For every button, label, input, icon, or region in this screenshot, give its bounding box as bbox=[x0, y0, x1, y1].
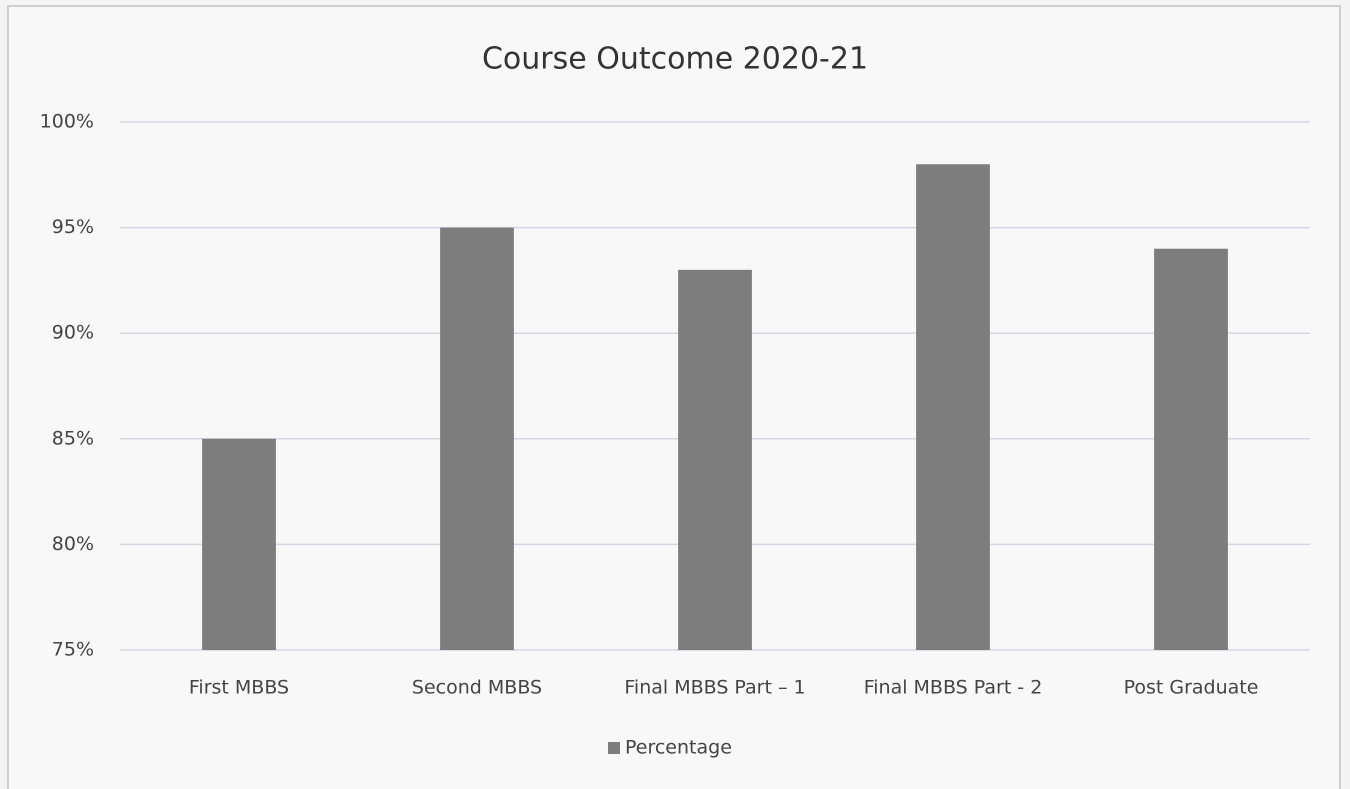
y-tick-label: 75% bbox=[52, 639, 94, 661]
bar bbox=[1154, 248, 1228, 650]
y-tick-label: 90% bbox=[52, 322, 94, 344]
x-tick-label: Final MBBS Part – 1 bbox=[624, 677, 805, 699]
bar bbox=[916, 164, 990, 651]
x-tick-label: First MBBS bbox=[189, 677, 289, 699]
x-tick-label: Post Graduate bbox=[1124, 677, 1259, 699]
legend-swatch bbox=[608, 742, 620, 754]
x-tick-label: Final MBBS Part - 2 bbox=[864, 677, 1043, 699]
y-tick-label: 80% bbox=[52, 533, 94, 555]
bar bbox=[202, 438, 276, 650]
x-tick-label: Second MBBS bbox=[412, 677, 542, 699]
chart-title: Course Outcome 2020-21 bbox=[482, 42, 868, 77]
bar bbox=[440, 227, 514, 650]
y-tick-label: 85% bbox=[52, 427, 94, 449]
bar bbox=[678, 269, 752, 650]
y-tick-label: 95% bbox=[52, 216, 94, 238]
chart-frame bbox=[7, 5, 1341, 789]
legend-label: Percentage bbox=[625, 737, 732, 759]
y-tick-label: 100% bbox=[40, 111, 94, 133]
